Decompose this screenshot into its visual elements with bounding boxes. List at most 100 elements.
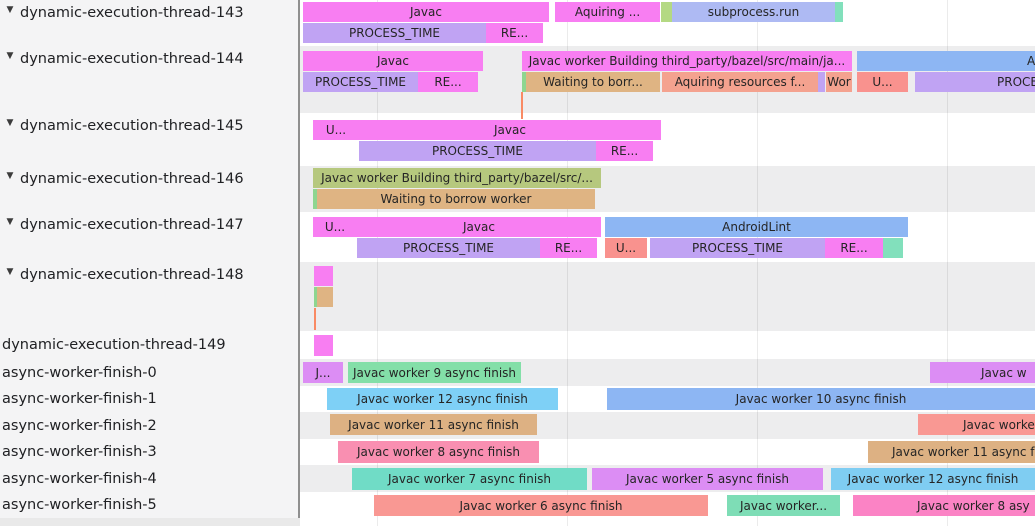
trace-slice[interactable]: subprocess.run — [672, 2, 835, 22]
slice-label: Aquiring ... — [574, 5, 641, 19]
slice-label: PROCE — [997, 75, 1035, 89]
slice-label: RE... — [500, 26, 529, 40]
trace-slice[interactable] — [818, 72, 825, 92]
trace-slice[interactable]: J... — [303, 362, 343, 383]
slice-label: Javac — [410, 5, 442, 19]
sidebar-item-async-worker-finish-3[interactable]: async-worker-finish-3 — [0, 439, 298, 465]
trace-slice[interactable]: Javac w — [930, 362, 1035, 383]
collapse-arrow-icon[interactable]: ▼ — [6, 118, 14, 128]
collapse-arrow-icon[interactable]: ▼ — [6, 51, 14, 61]
collapse-arrow-icon[interactable]: ▼ — [6, 5, 14, 15]
trace-slice[interactable]: Javac worker 11 async finish — [330, 414, 537, 435]
trace-slice[interactable] — [313, 189, 317, 209]
slice-label: J... — [315, 365, 331, 380]
trace-slice[interactable]: Javac worker 12 async finish — [327, 388, 558, 410]
trace-slice[interactable]: U... — [313, 120, 359, 140]
sidebar-item-thread-145[interactable]: ▼ dynamic-execution-thread-145 — [0, 113, 298, 166]
trace-slice[interactable] — [314, 266, 333, 286]
timeline-track-area: Javac Aquiring ... subprocess.run PROCESS_T… — [300, 0, 1035, 526]
sidebar-item-thread-143[interactable]: ▼ dynamic-execution-thread-143 — [0, 0, 298, 46]
trace-slice[interactable] — [883, 238, 903, 258]
track-label: async-worker-finish-1 — [2, 391, 157, 407]
slice-label: RE... — [840, 241, 868, 255]
trace-slice[interactable]: PROCESS_TIME — [303, 72, 418, 92]
track-label: dynamic-execution-thread-147 — [20, 217, 244, 233]
sidebar-item-async-worker-finish-0[interactable]: async-worker-finish-0 — [0, 359, 298, 386]
sidebar-item-thread-149[interactable]: dynamic-execution-thread-149 — [0, 331, 298, 359]
trace-slice[interactable]: PROCESS_TIME — [357, 238, 540, 258]
slice-label: Javac worker 8 async finish — [356, 445, 521, 459]
slice-label: RE... — [554, 241, 583, 255]
trace-slice[interactable]: Javac — [303, 2, 549, 22]
trace-slice[interactable]: Javac worker 7 async finish — [352, 468, 587, 490]
collapse-arrow-icon[interactable]: ▼ — [6, 267, 14, 277]
trace-slice[interactable]: RE... — [486, 23, 543, 43]
trace-slice[interactable]: Javac worker Building third_party/bazel/… — [313, 168, 601, 188]
track-name-sidebar: ▼ dynamic-execution-thread-143 ▼ dynamic-ex… — [0, 0, 300, 518]
trace-slice[interactable]: Javac worker 10 async finish — [607, 388, 1035, 410]
slice-label: Aquiring resources f... — [674, 75, 806, 89]
trace-slice[interactable]: Javac worker 9 async finish — [348, 362, 521, 383]
trace-slice[interactable]: Javac worker 11 async f — [868, 441, 1035, 463]
slice-label: Javac worker 11 async f — [892, 445, 1035, 459]
trace-slice[interactable]: RE... — [825, 238, 883, 258]
trace-slice[interactable]: RE... — [418, 72, 478, 92]
slice-label: Javac worker 6 async finish — [459, 498, 623, 513]
trace-slice[interactable]: PROCESS_TIME — [303, 23, 486, 43]
trace-slice[interactable] — [835, 2, 843, 22]
trace-slice[interactable]: Waiting to borrow worker — [317, 189, 595, 209]
sidebar-item-async-worker-finish-2[interactable]: async-worker-finish-2 — [0, 412, 298, 439]
slice-label: Javac worker... — [739, 498, 828, 513]
trace-slice[interactable]: Aquiring resources f... — [662, 72, 818, 92]
trace-slice[interactable] — [317, 287, 333, 307]
trace-slice[interactable]: An — [857, 51, 1035, 71]
grid-line — [947, 0, 948, 526]
trace-slice[interactable]: Aquiring ... — [555, 2, 660, 22]
collapse-arrow-icon[interactable]: ▼ — [6, 171, 14, 181]
trace-slice[interactable]: RE... — [596, 141, 653, 161]
slice-label: Javac worker Building third_party/bazel/… — [528, 54, 846, 68]
track-label: dynamic-execution-thread-143 — [20, 5, 244, 21]
trace-slice[interactable]: Javac — [303, 51, 483, 71]
trace-slice[interactable]: RE... — [540, 238, 597, 258]
instant-marker[interactable] — [314, 308, 316, 330]
trace-slice[interactable]: U... — [857, 72, 908, 92]
trace-slice[interactable]: PROCESS_TIME — [650, 238, 825, 258]
trace-slice[interactable] — [522, 72, 526, 92]
grid-line — [377, 0, 378, 526]
sidebar-item-thread-148[interactable]: ▼ dynamic-execution-thread-148 — [0, 262, 298, 331]
trace-slice[interactable]: PROCESS_TIME — [359, 141, 596, 161]
trace-slice[interactable]: U... — [313, 217, 357, 237]
track-label: dynamic-execution-thread-146 — [20, 171, 244, 187]
trace-slice[interactable]: Javac worker 5 async finish — [592, 468, 823, 490]
trace-slice[interactable]: Wor — [826, 72, 852, 92]
sidebar-item-thread-146[interactable]: ▼ dynamic-execution-thread-146 — [0, 166, 298, 212]
sidebar-item-async-worker-finish-1[interactable]: async-worker-finish-1 — [0, 386, 298, 412]
instant-marker[interactable] — [521, 92, 523, 119]
trace-slice[interactable] — [314, 335, 333, 356]
trace-slice[interactable] — [314, 287, 317, 307]
trace-slice[interactable]: PROCE — [915, 72, 1035, 92]
sidebar-item-async-worker-finish-4[interactable]: async-worker-finish-4 — [0, 465, 298, 492]
trace-slice[interactable] — [661, 2, 672, 22]
trace-slice[interactable]: Javac worker 12 async finish — [831, 468, 1035, 490]
trace-slice[interactable]: Javac — [357, 217, 601, 237]
track-label: async-worker-finish-3 — [2, 444, 157, 460]
trace-slice[interactable]: U... — [605, 238, 647, 258]
trace-slice[interactable]: Waiting to borr... — [526, 72, 660, 92]
trace-slice[interactable]: Javac worker 6 async finish — [374, 495, 708, 516]
track-label: async-worker-finish-2 — [2, 417, 157, 434]
trace-slice[interactable]: Javac worker Building third_party/bazel/… — [522, 51, 852, 71]
trace-slice[interactable]: AndroidLint — [605, 217, 908, 237]
collapse-arrow-icon[interactable]: ▼ — [6, 217, 14, 227]
slice-label: U... — [324, 220, 346, 234]
trace-slice[interactable]: Javac worke — [918, 414, 1035, 435]
sidebar-item-thread-144[interactable]: ▼ dynamic-execution-thread-144 — [0, 46, 298, 113]
trace-slice[interactable]: Javac worker... — [727, 495, 840, 516]
sidebar-item-thread-147[interactable]: ▼ dynamic-execution-thread-147 — [0, 212, 298, 262]
trace-slice[interactable]: Javac — [359, 120, 661, 140]
trace-slice[interactable]: Javac worker 8 asy — [853, 495, 1035, 516]
sidebar-item-async-worker-finish-5[interactable]: async-worker-finish-5 — [0, 492, 298, 518]
slice-label: PROCESS_TIME — [402, 241, 495, 255]
trace-slice[interactable]: Javac worker 8 async finish — [338, 441, 539, 463]
